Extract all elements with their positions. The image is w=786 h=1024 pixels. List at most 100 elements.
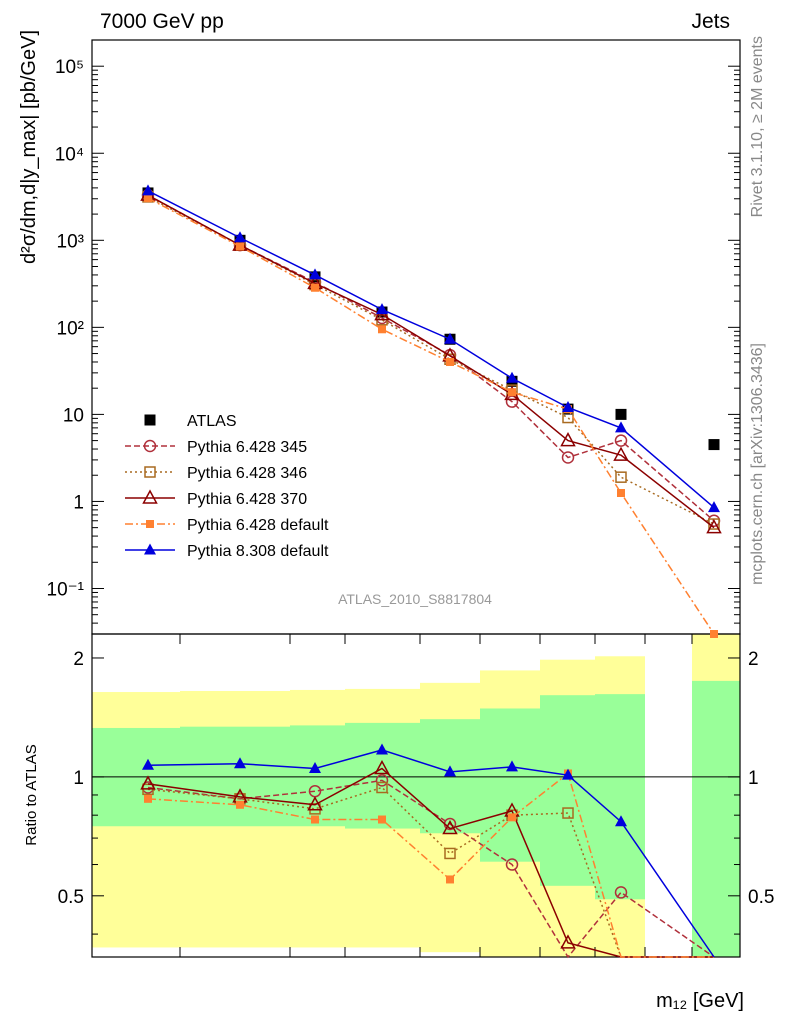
data-point [505, 395, 519, 408]
ratio-frame-border [91, 633, 741, 958]
main-y-tick-label: 1 [73, 492, 84, 513]
data-point [506, 371, 518, 383]
data-point [560, 432, 576, 447]
green-band-bin [480, 708, 540, 862]
legend-entry: Pythia 6.428 default [187, 517, 329, 534]
data-point [309, 803, 321, 815]
ratio-y-tick-label: 1 [73, 768, 84, 789]
legend-marker [144, 466, 156, 478]
series-p8 [142, 184, 720, 513]
data-point [562, 807, 574, 819]
data-point [234, 757, 246, 769]
data-point [446, 875, 454, 884]
data-point [708, 501, 720, 513]
data-point [444, 847, 456, 860]
data-point [614, 434, 628, 447]
main-y-axis-label: d²σ/dm,d|y_max| [pb/GeV] [18, 30, 40, 264]
legend-entry: ATLAS [187, 413, 237, 430]
series-pdef-ratio [144, 769, 714, 958]
legend-entry: Pythia 8.308 default [187, 543, 329, 560]
data-point [234, 231, 246, 243]
legend-marker [144, 543, 156, 555]
data-point [375, 774, 389, 787]
data-point [444, 332, 456, 344]
data-point [505, 858, 519, 871]
green-band-bin [540, 695, 595, 886]
data-point [311, 283, 319, 292]
data-point [144, 794, 152, 803]
data-point [378, 815, 386, 824]
analysis-id: ATLAS_2010_S8817804 [338, 591, 492, 607]
data-point [613, 446, 629, 461]
data-point [615, 471, 627, 483]
data-point [376, 781, 388, 794]
x-axis-label: m₁₂ [GeV] [656, 990, 744, 1012]
series-line [147, 779, 715, 959]
green-band-bin [595, 694, 645, 900]
data-point [710, 630, 718, 638]
ratio-y-tick-label-right: 2 [748, 649, 759, 670]
legend-entry: Pythia 6.428 370 [187, 491, 307, 508]
data-point [560, 934, 576, 949]
header-right: Jets [691, 10, 730, 33]
data-point [706, 519, 722, 534]
main-y-tick-label: 10⁻¹ [47, 579, 85, 600]
data-point [615, 421, 627, 433]
data-point [311, 815, 319, 824]
data-point [378, 325, 386, 334]
ratio-uncertainty-bands [92, 634, 740, 957]
series-line [147, 190, 715, 509]
series-p370-ratio [140, 759, 714, 958]
data-point [508, 388, 516, 397]
legend: ATLAS Pythia 6.428 345 Pythia 6.428 346 Pyt… [125, 413, 329, 560]
green-band-bin [345, 722, 420, 829]
series-line [147, 194, 715, 529]
data-point [708, 439, 720, 451]
ratio-series-group [140, 743, 715, 959]
data-point [309, 762, 321, 774]
data-point [236, 800, 244, 809]
data-point [376, 303, 388, 315]
header-left: 7000 GeV pp [100, 10, 224, 33]
main-y-tick-label: 10⁴ [55, 144, 84, 165]
data-point [236, 242, 244, 251]
ratio-y-tick-label: 0.5 [58, 887, 84, 908]
green-band-bin [290, 725, 345, 827]
ratio-y-tick-label-right: 0.5 [748, 887, 774, 908]
data-point [614, 886, 628, 899]
legend-marker [144, 414, 156, 426]
legend-marker [146, 520, 154, 528]
data-point [142, 184, 154, 196]
data-point [309, 268, 321, 280]
data-point [508, 813, 516, 822]
rivet-label: Rivet 3.1.10, ≥ 2M events [749, 36, 766, 217]
data-point [617, 489, 625, 498]
ratio-y-axis-label: Ratio to ATLAS [23, 744, 40, 845]
data-point [561, 451, 575, 464]
data-point [562, 400, 574, 412]
ratio-y-tick-label: 2 [73, 649, 84, 670]
legend-entry: Pythia 6.428 346 [187, 465, 307, 482]
data-point [142, 758, 154, 770]
data-point [444, 765, 456, 777]
data-point [562, 768, 574, 780]
data-point [144, 194, 152, 203]
series-line [147, 194, 715, 522]
main-series-group [140, 184, 722, 638]
data-point [140, 775, 156, 790]
legend-marker [143, 439, 157, 453]
main-y-tick-label: 10 [63, 405, 84, 426]
ratio-y-tick-label-right: 1 [748, 768, 759, 789]
data-point [615, 815, 627, 827]
ratio-plot-frame: 0.5 0.5 1 1 2 2 [58, 633, 774, 958]
series-atlas [142, 187, 720, 451]
data-point [442, 819, 458, 835]
data-point [446, 357, 454, 366]
legend-entry: Pythia 6.428 345 [187, 439, 307, 456]
main-y-tick-label: 10³ [57, 231, 84, 252]
data-point [307, 796, 323, 811]
main-y-tick-label: 10⁵ [55, 57, 84, 78]
legend-marker [142, 489, 158, 504]
data-point [506, 760, 518, 772]
